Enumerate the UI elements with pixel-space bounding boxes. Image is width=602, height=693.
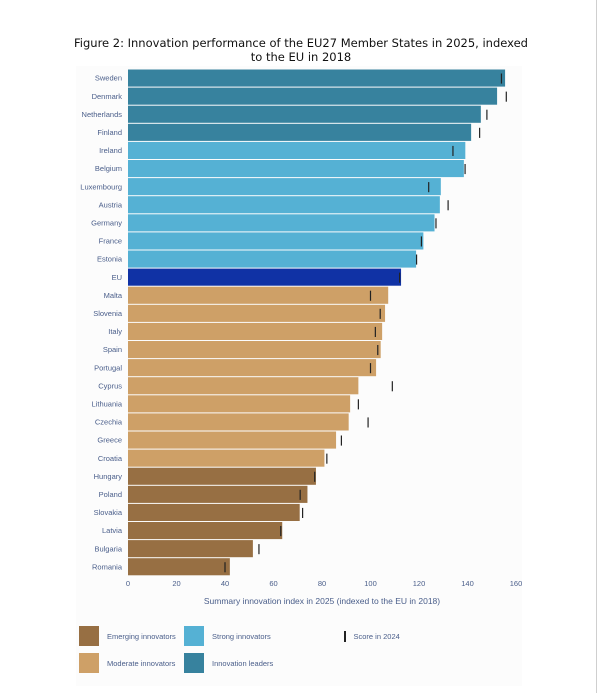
legend-swatch-emerging (79, 626, 99, 646)
bar-germany (128, 214, 435, 232)
legend-label-strong: Strong innovators (212, 631, 271, 641)
legend-moderate: Moderate innovators (79, 653, 175, 673)
bar-austria (128, 196, 440, 214)
bar-ireland (128, 141, 466, 159)
x-tick-label-100: 100 (364, 579, 377, 588)
country-label-germany: Germany (91, 218, 122, 227)
x-tick-label-20: 20 (172, 579, 180, 588)
chart-panel: Sweden Denmark Netherlands Finland Ireland Be… (76, 66, 522, 686)
legend-label-leader: Innovation leaders (212, 658, 274, 668)
country-label-france: France (99, 237, 122, 246)
bar-cyprus (128, 377, 359, 395)
legend-label-emerging: Emerging innovators (107, 631, 176, 641)
bar-finland (128, 123, 472, 141)
legend-swatch-leader (184, 653, 204, 673)
x-tick-label-40: 40 (221, 579, 229, 588)
legend-score-2024: Score in 2024 (336, 626, 400, 646)
bar-hungary (128, 467, 316, 485)
bar-sweden (128, 69, 506, 87)
bar-belgium (128, 160, 464, 178)
country-label-austria: Austria (99, 200, 123, 209)
bar-poland (128, 485, 308, 503)
country-label-hungary: Hungary (94, 472, 123, 481)
country-label-czechia: Czechia (95, 418, 123, 427)
legend-label-score: Score in 2024 (353, 631, 400, 641)
country-labels: Sweden Denmark Netherlands Finland Ireland Be… (80, 74, 123, 572)
bars-group (128, 69, 506, 576)
bar-greece (128, 431, 337, 449)
bar-lithuania (128, 395, 351, 413)
bar-bulgaria (128, 540, 253, 558)
bar-czechia (128, 413, 349, 431)
country-label-estonia: Estonia (97, 255, 123, 264)
x-tick-label-120: 120 (413, 579, 426, 588)
bar-romania (128, 558, 230, 576)
legend-swatch-strong (184, 626, 204, 646)
country-label-greece: Greece (97, 436, 122, 445)
bar-spain (128, 341, 381, 359)
bar-eu (128, 268, 402, 286)
legend-leader: Innovation leaders (184, 653, 273, 673)
window-edge (596, 0, 597, 693)
country-label-spain: Spain (103, 345, 122, 354)
bar-denmark (128, 87, 498, 105)
bar-chart: Sweden Denmark Netherlands Finland Ireland Be… (80, 69, 522, 606)
score-2024-markers (224, 73, 507, 573)
x-tick-label-60: 60 (269, 579, 277, 588)
x-axis-label: Summary innovation index in 2025 (indexe… (204, 596, 440, 606)
country-label-croatia: Croatia (98, 454, 123, 463)
legend-label-moderate: Moderate innovators (107, 658, 176, 668)
bar-croatia (128, 449, 325, 467)
country-label-poland: Poland (99, 490, 122, 499)
country-label-portugal: Portugal (94, 363, 122, 372)
country-label-luxembourg: Luxembourg (80, 182, 122, 191)
country-label-cyprus: Cyprus (98, 381, 122, 390)
x-tick-label-140: 140 (461, 579, 474, 588)
bar-slovenia (128, 304, 386, 322)
legend-swatch-moderate (79, 653, 99, 673)
bar-luxembourg (128, 178, 441, 196)
legend-emerging: Emerging innovators (79, 626, 176, 646)
country-label-finland: Finland (97, 128, 122, 137)
x-tick-label-80: 80 (318, 579, 326, 588)
country-label-sweden: Sweden (95, 74, 122, 83)
x-tick-label-160: 160 (510, 579, 522, 588)
bar-france (128, 232, 424, 250)
country-label-belgium: Belgium (95, 164, 122, 173)
bar-portugal (128, 359, 377, 377)
country-label-lithuania: Lithuania (92, 399, 123, 408)
legend-strong: Strong innovators (184, 626, 271, 646)
country-label-bulgaria: Bulgaria (94, 544, 122, 553)
bar-estonia (128, 250, 417, 268)
legend-score-marker (344, 630, 346, 642)
country-label-romania: Romania (92, 562, 123, 571)
country-label-eu: EU (112, 273, 122, 282)
chart-title: Figure 2: Innovation performance of the … (74, 36, 528, 64)
country-label-slovakia: Slovakia (94, 508, 123, 517)
bar-latvia (128, 522, 283, 540)
country-label-malta: Malta (104, 291, 123, 300)
x-tick-label-0: 0 (126, 579, 130, 588)
bar-slovakia (128, 503, 300, 521)
country-label-latvia: Latvia (102, 526, 123, 535)
country-label-slovenia: Slovenia (93, 309, 123, 318)
bar-malta (128, 286, 389, 304)
country-label-denmark: Denmark (92, 92, 123, 101)
bar-italy (128, 322, 383, 340)
country-label-italy: Italy (108, 327, 122, 336)
x-axis-ticks: 0 20 40 60 80 100 120 140 160 (126, 579, 522, 588)
country-label-netherlands: Netherlands (82, 110, 123, 119)
country-label-ireland: Ireland (99, 146, 122, 155)
bar-netherlands (128, 105, 481, 123)
